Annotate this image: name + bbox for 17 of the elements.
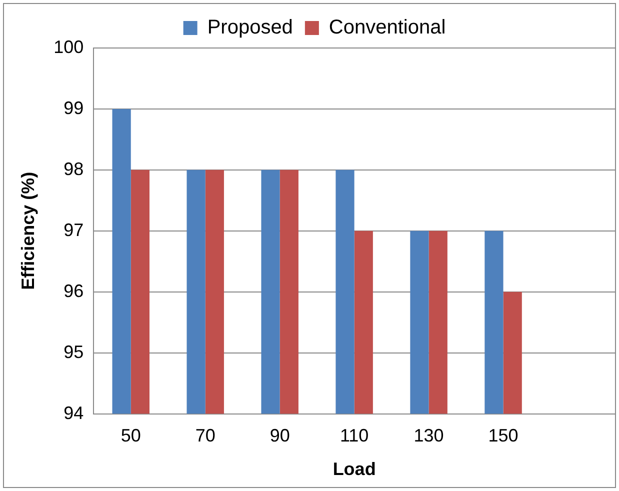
x-tick-label: 70 — [195, 426, 216, 446]
y-tick-label: 96 — [64, 280, 84, 301]
y-tick-label: 94 — [64, 402, 84, 423]
y-tick-label: 95 — [64, 342, 84, 362]
x-axis-title: Load — [332, 459, 376, 480]
x-tick-label: 90 — [270, 426, 290, 446]
legend-label: Conventional — [328, 16, 446, 39]
x-tick-label: 110 — [340, 426, 369, 446]
y-tick-label: 99 — [64, 98, 84, 118]
y-axis-title: Efficiency (%) — [18, 172, 38, 290]
x-tick-label: 150 — [488, 426, 518, 446]
y-tick-label: 98 — [64, 158, 84, 179]
x-tick-label: 130 — [414, 426, 444, 446]
y-tick-label: 100 — [54, 36, 84, 57]
x-tick-label: 50 — [120, 426, 141, 446]
legend-label: Proposed — [207, 16, 293, 39]
y-tick-label: 97 — [64, 220, 84, 240]
